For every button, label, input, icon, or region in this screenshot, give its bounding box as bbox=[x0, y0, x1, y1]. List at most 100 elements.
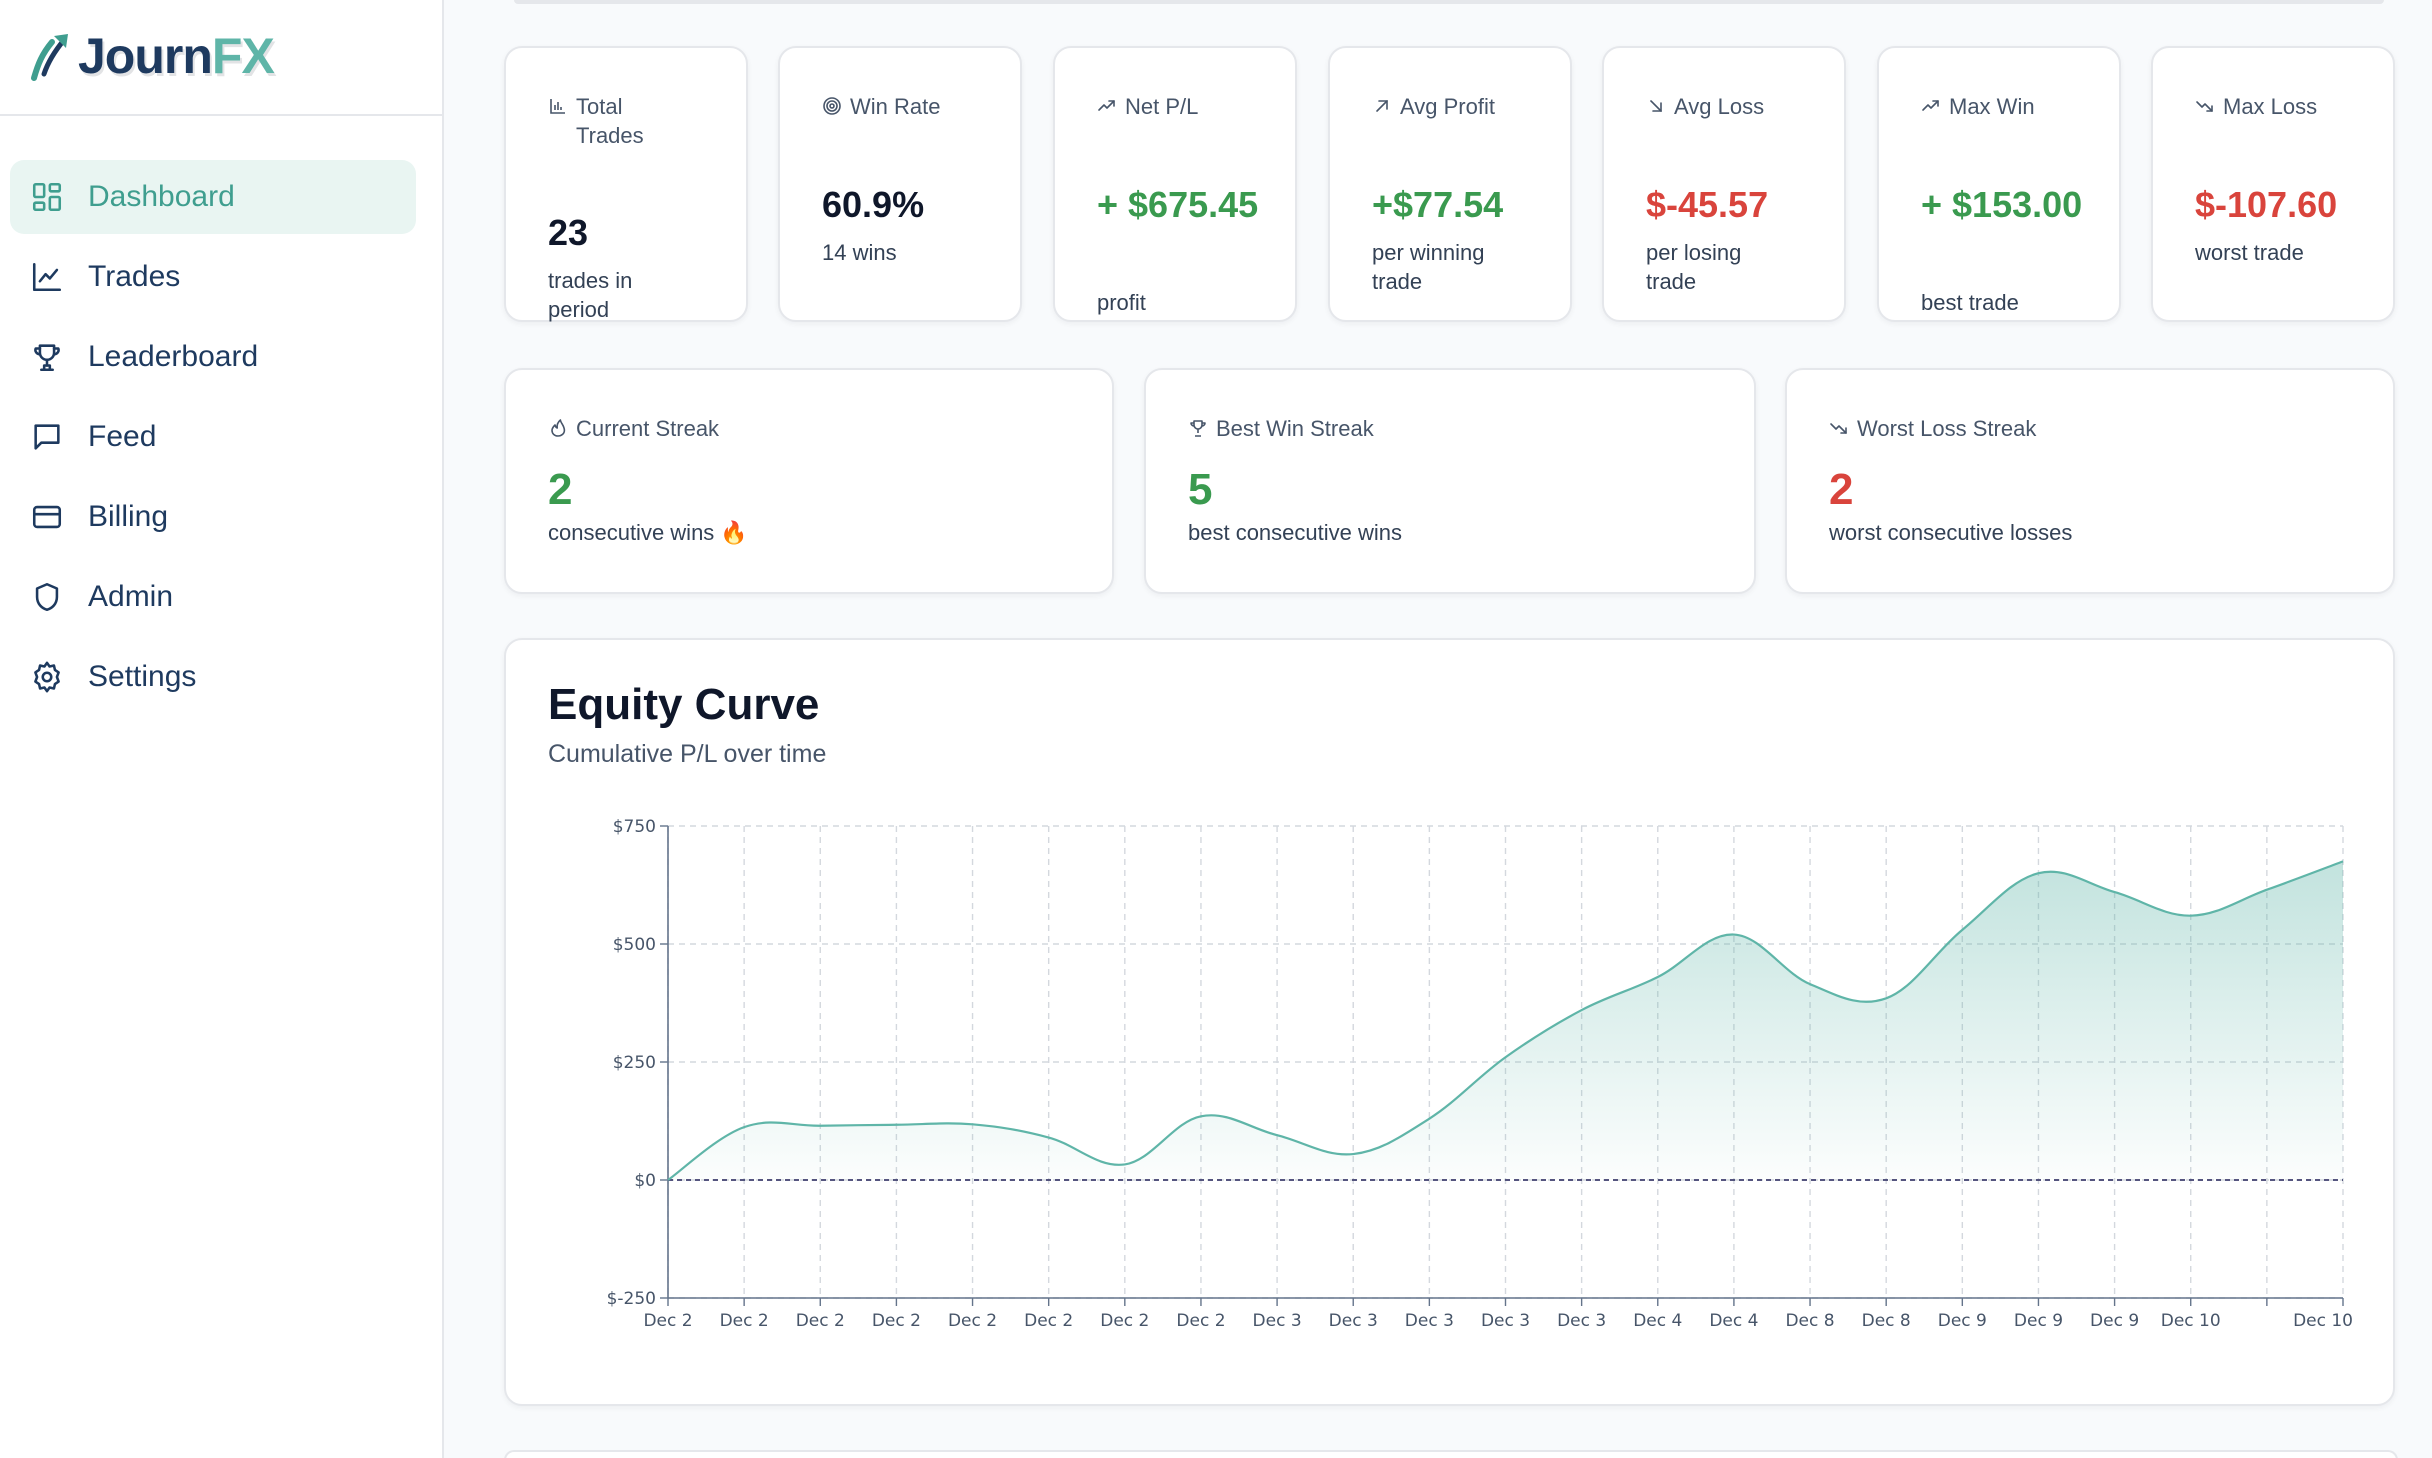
y-tick-label: $0 bbox=[634, 1171, 656, 1191]
brand[interactable]: JournFX bbox=[0, 0, 442, 116]
sidebar-item-admin[interactable]: Admin bbox=[10, 560, 416, 634]
logo-arrow-icon bbox=[31, 34, 68, 81]
streak-value: 5 bbox=[1188, 465, 1213, 514]
x-tick-label: Dec 9 bbox=[1938, 1311, 1987, 1331]
x-tick-label: Dec 4 bbox=[1709, 1311, 1758, 1331]
streak-sub: worst consecutive losses bbox=[1829, 520, 2073, 545]
x-tick-label: Dec 9 bbox=[2090, 1311, 2139, 1331]
next-card-edge bbox=[504, 1450, 2398, 1458]
x-tick-label: Dec 8 bbox=[1862, 1311, 1911, 1331]
stat-value: $-45.57 bbox=[1646, 184, 1769, 225]
chart-subtitle: Cumulative P/L over time bbox=[548, 740, 827, 768]
stat-value: 23 bbox=[548, 212, 589, 253]
y-tick-label: $750 bbox=[613, 817, 656, 837]
equity-curve-card: Equity Curve Cumulative P/L over time $7… bbox=[504, 638, 2395, 1406]
x-tick-label: Dec 3 bbox=[1329, 1311, 1378, 1331]
arrow-down-right-icon bbox=[1650, 100, 1662, 112]
brand-name-part2: FX bbox=[211, 28, 275, 84]
x-tick-label: Dec 10 bbox=[2161, 1311, 2221, 1331]
sidebar-item-label: Settings bbox=[88, 660, 197, 693]
x-tick-label: Dec 9 bbox=[2014, 1311, 2063, 1331]
trophy-icon bbox=[34, 344, 60, 372]
sidebar-item-label: Trades bbox=[88, 260, 181, 293]
sidebar-item-feed[interactable]: Feed bbox=[10, 400, 416, 474]
layout-dashboard-icon bbox=[32, 182, 62, 212]
sidebar-item-settings[interactable]: Settings bbox=[10, 640, 416, 714]
streak-card-current: Current Streak 2 consecutive wins 🔥 bbox=[504, 368, 1114, 594]
sidebar-item-leaderboard[interactable]: Leaderboard bbox=[10, 320, 416, 394]
stat-label: Win Rate bbox=[850, 94, 941, 119]
trending-up-icon bbox=[1922, 100, 1939, 111]
stat-value: 60.9% bbox=[822, 184, 925, 225]
x-tick-label: Dec 3 bbox=[1557, 1311, 1606, 1331]
trending-down-icon bbox=[2196, 101, 2213, 112]
streak-value: 2 bbox=[548, 465, 573, 514]
stat-value: $-107.60 bbox=[2195, 184, 2338, 225]
trending-up-icon bbox=[1098, 100, 1115, 111]
stat-label: Max Loss bbox=[2223, 94, 2318, 119]
x-tick-label: Dec 2 bbox=[948, 1311, 997, 1331]
sidebar-item-billing[interactable]: Billing bbox=[10, 480, 416, 554]
x-tick-label: Dec 3 bbox=[1405, 1311, 1454, 1331]
stat-label: Max Win bbox=[1949, 94, 2035, 119]
sidebar-item-label: Leaderboard bbox=[88, 340, 259, 373]
trophy-icon bbox=[1190, 420, 1206, 437]
stat-card-avg-loss: Avg Loss $-45.57 per losing trade bbox=[1602, 46, 1846, 322]
sidebar-item-trades[interactable]: Trades bbox=[10, 240, 416, 314]
streak-value: 2 bbox=[1829, 465, 1854, 514]
stat-card-avg-profit: Avg Profit +$77.54 per winning trade bbox=[1328, 46, 1572, 322]
stat-label: Avg Profit bbox=[1400, 94, 1495, 119]
streak-sub: best consecutive wins bbox=[1188, 520, 1402, 545]
trending-down-icon bbox=[1830, 423, 1847, 434]
stat-card-total-trades: Total Trades 23 trades in period bbox=[504, 46, 748, 322]
stat-sub: best trade bbox=[1921, 290, 2019, 315]
x-tick-label: Dec 2 bbox=[1024, 1311, 1073, 1331]
stat-card-max-win: Max Win + $153.00 best trade bbox=[1877, 46, 2121, 322]
stat-value: +$77.54 bbox=[1372, 184, 1504, 225]
stat-label: Current Streak bbox=[576, 416, 720, 441]
brand-name-part1: Journ bbox=[78, 28, 213, 84]
stat-value: + $675.45 bbox=[1097, 184, 1259, 225]
streak-card-worst-loss: Worst Loss Streak 2 worst consecutive lo… bbox=[1785, 368, 2395, 594]
y-tick-label: $250 bbox=[613, 1053, 656, 1073]
y-tick-label: $500 bbox=[613, 935, 656, 955]
line-chart-icon bbox=[32, 262, 62, 292]
target-icon bbox=[823, 97, 841, 115]
stat-sub: trades in period bbox=[548, 268, 633, 322]
x-tick-label: Dec 2 bbox=[1100, 1311, 1149, 1331]
stat-card-net-pl: Net P/L + $675.45 profit bbox=[1053, 46, 1297, 322]
stat-label: Total Trades bbox=[576, 94, 644, 148]
sidebar: JournFX Dashboard Trades bbox=[0, 0, 444, 1458]
x-tick-label: Dec 8 bbox=[1785, 1311, 1834, 1331]
x-tick-label: Dec 2 bbox=[872, 1311, 921, 1331]
gear-icon bbox=[34, 661, 60, 693]
equity-area bbox=[668, 861, 2343, 1180]
sidebar-item-dashboard[interactable]: Dashboard bbox=[10, 160, 416, 234]
stat-label: Net P/L bbox=[1125, 94, 1199, 119]
arrow-up-right-icon bbox=[1376, 100, 1388, 112]
stat-sub: worst trade bbox=[2195, 240, 2304, 265]
x-tick-label: Dec 3 bbox=[1481, 1311, 1530, 1331]
x-tick-label: Dec 2 bbox=[720, 1311, 769, 1331]
stat-sub: profit bbox=[1097, 290, 1146, 315]
x-tick-label: Dec 10 bbox=[2293, 1311, 2353, 1331]
flame-icon bbox=[551, 419, 566, 437]
x-tick-label: Dec 2 bbox=[643, 1311, 692, 1331]
sidebar-item-label: Feed bbox=[88, 420, 157, 453]
sidebar-item-label: Dashboard bbox=[88, 180, 235, 213]
streak-sub: consecutive wins 🔥 bbox=[548, 520, 748, 545]
streak-card-best-win: Best Win Streak 5 best consecutive wins bbox=[1144, 368, 1756, 594]
stat-label: Avg Loss bbox=[1674, 94, 1765, 119]
message-square-icon bbox=[34, 424, 60, 450]
x-tick-label: Dec 3 bbox=[1253, 1311, 1302, 1331]
x-tick-label: Dec 2 bbox=[796, 1311, 845, 1331]
credit-card-icon bbox=[32, 505, 62, 529]
stat-sub: per winning trade bbox=[1372, 240, 1485, 294]
shield-icon bbox=[35, 582, 59, 612]
bar-chart-icon bbox=[550, 99, 565, 114]
y-tick-label: $-250 bbox=[607, 1289, 656, 1309]
x-tick-label: Dec 2 bbox=[1176, 1311, 1225, 1331]
stat-card-win-rate: Win Rate 60.9% 14 wins bbox=[778, 46, 1022, 322]
